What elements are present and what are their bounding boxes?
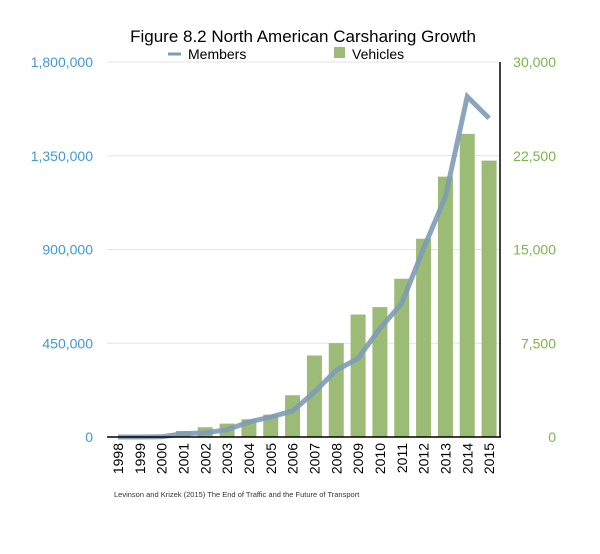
left-tick-label: 0 bbox=[85, 429, 93, 445]
legend-members-label: Members bbox=[188, 46, 246, 62]
bar-vehicles-2015 bbox=[481, 160, 497, 437]
bar-vehicles-2006 bbox=[285, 395, 301, 437]
x-tick-label: 2011 bbox=[394, 443, 410, 473]
bar-vehicles-2008 bbox=[328, 343, 344, 437]
line-members bbox=[117, 91, 491, 440]
bar-vehicles-2011 bbox=[394, 278, 410, 437]
x-tick-label: 2008 bbox=[328, 443, 344, 474]
bar-vehicles-2010 bbox=[372, 307, 388, 437]
x-tick-label: 2002 bbox=[197, 443, 213, 474]
x-tick-label: 2006 bbox=[285, 443, 301, 474]
x-tick-label: 1998 bbox=[110, 443, 126, 474]
bar-vehicles-2014 bbox=[459, 133, 475, 437]
left-tick-label: 450,000 bbox=[42, 335, 93, 351]
legend-vehicles-label: Vehicles bbox=[352, 46, 404, 62]
x-tick-label: 2015 bbox=[481, 443, 497, 474]
x-tick-label: 2005 bbox=[263, 443, 279, 474]
x-tick-label: 2010 bbox=[372, 443, 388, 474]
x-tick-label: 2013 bbox=[437, 443, 453, 474]
x-tick-label: 1999 bbox=[132, 443, 148, 474]
bar-vehicles-2009 bbox=[350, 314, 366, 437]
legend: Members Vehicles bbox=[168, 46, 404, 62]
x-tick-label: 2003 bbox=[219, 443, 235, 474]
x-tick-label: 2007 bbox=[306, 443, 322, 474]
right-tick-label: 22,500 bbox=[513, 148, 556, 164]
left-tick-label: 1,800,000 bbox=[31, 54, 93, 70]
right-tick-label: 7,500 bbox=[521, 335, 556, 351]
legend-vehicles-swatch bbox=[334, 47, 345, 58]
x-tick-label: 2014 bbox=[459, 443, 475, 474]
x-tick-label: 2009 bbox=[350, 443, 366, 474]
left-tick-label: 1,350,000 bbox=[31, 148, 93, 164]
chart-title: Figure 8.2 North American Carsharing Gro… bbox=[130, 27, 476, 46]
x-tick-label: 2012 bbox=[416, 443, 432, 474]
right-tick-label: 15,000 bbox=[513, 242, 556, 258]
bar-vehicles-2013 bbox=[437, 176, 453, 437]
right-tick-label: 0 bbox=[548, 429, 556, 445]
x-tick-label: 2004 bbox=[241, 443, 257, 474]
bar-vehicles-2012 bbox=[416, 238, 432, 437]
x-tick-label: 2001 bbox=[175, 443, 191, 474]
x-tick-label: 2000 bbox=[154, 443, 170, 474]
right-tick-label: 30,000 bbox=[513, 54, 556, 70]
source-note: Levinson and Krizek (2015) The End of Tr… bbox=[114, 490, 360, 499]
bar-vehicles-2007 bbox=[306, 355, 322, 437]
left-tick-label: 900,000 bbox=[42, 242, 93, 258]
